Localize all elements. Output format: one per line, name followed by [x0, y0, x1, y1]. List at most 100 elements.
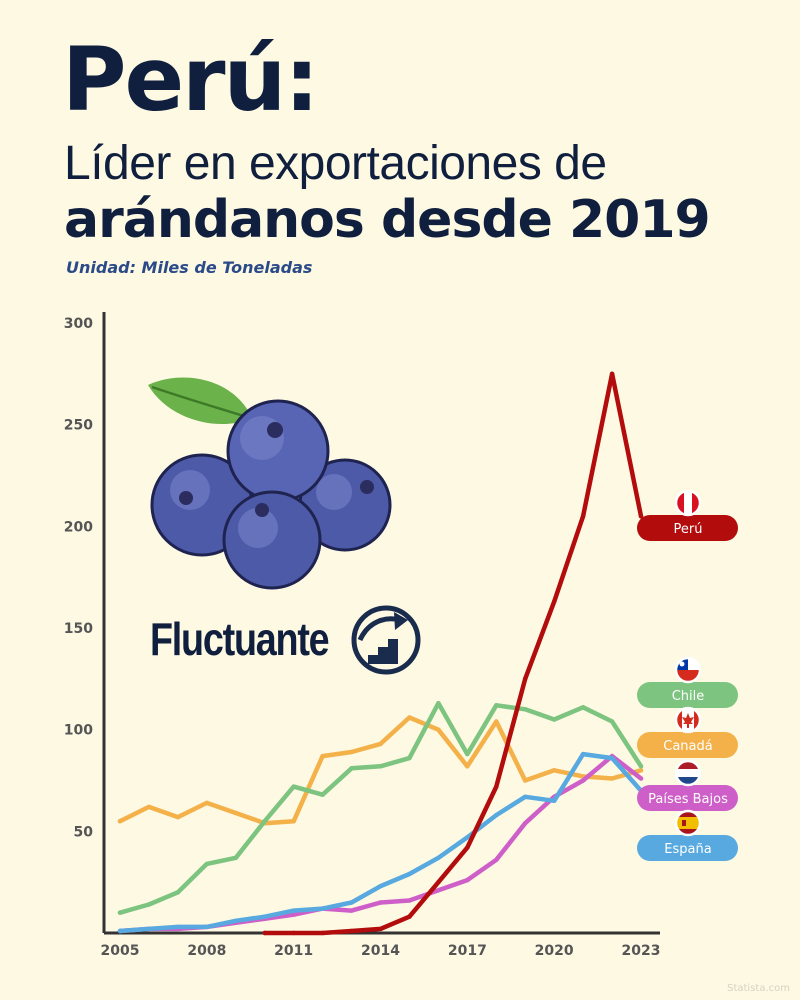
legend-pill: [637, 682, 738, 708]
data-point-canada: [146, 804, 152, 810]
data-point-canada: [291, 819, 296, 824]
legend-pill: [637, 785, 738, 811]
data-point-paises-bajos: [291, 912, 296, 917]
data-point-espana: [523, 794, 528, 799]
data-point-chile: [175, 890, 181, 895]
data-point-chile: [117, 910, 123, 915]
y-tick-label: 200: [64, 519, 93, 535]
legend-item-espana: España: [637, 809, 738, 861]
data-point-espana: [552, 798, 557, 803]
data-point-peru: [262, 930, 267, 936]
data-point-chile: [465, 751, 470, 757]
data-point-peru: [609, 371, 615, 376]
data-point-chile: [204, 861, 209, 867]
data-point-peru: [349, 928, 354, 934]
data-point-paises-bajos: [349, 908, 354, 913]
data-point-chile: [378, 764, 383, 769]
x-tick-label: 2017: [448, 943, 487, 959]
data-point-espana: [436, 855, 441, 860]
data-point-peru: [436, 880, 441, 885]
x-tick-label: 2005: [101, 943, 140, 959]
legend-pill: [637, 515, 738, 541]
legend-item-peru: Perú: [637, 489, 738, 541]
legend-label: España: [664, 842, 711, 857]
data-point-peru: [465, 845, 470, 850]
canada-flag-icon: [674, 706, 702, 734]
data-point-peru: [580, 514, 586, 519]
x-tick-label: 2014: [361, 943, 400, 959]
data-point-chile: [146, 902, 152, 907]
legend-item-chile: Chile: [637, 656, 738, 708]
fluctuating-badge: Fluctuante: [150, 613, 330, 665]
data-point-canada: [552, 768, 557, 773]
data-point-canada: [638, 768, 644, 773]
data-point-espana: [291, 908, 296, 913]
data-point-paises-bajos: [378, 900, 383, 905]
data-point-chile: [291, 784, 296, 789]
trend-arrow-icon: [351, 605, 421, 675]
data-point-canada: [320, 753, 325, 759]
x-tick-label: 2008: [187, 943, 226, 959]
data-point-espana: [204, 924, 209, 930]
data-point-chile: [320, 792, 325, 797]
legend-item-paises-bajos: Países Bajos: [637, 759, 738, 811]
legend-pill: [637, 835, 738, 861]
data-point-peru: [552, 599, 557, 604]
data-point-canada: [175, 814, 181, 820]
data-point-canada: [378, 741, 383, 747]
data-point-chile: [609, 719, 615, 724]
data-point-paises-bajos: [436, 888, 441, 893]
series-line-paises-bajos: [117, 753, 644, 934]
data-point-canada: [204, 800, 209, 806]
x-tick-label: 2020: [535, 943, 574, 959]
y-tick-label: 50: [74, 824, 94, 840]
x-tick-label: 2011: [274, 943, 313, 959]
legend-pill: [637, 732, 738, 758]
legend-item-canada: Canadá: [637, 706, 738, 758]
data-point-paises-bajos: [638, 776, 644, 781]
data-point-canada: [609, 776, 615, 781]
data-point-espana: [349, 900, 354, 905]
y-tick-label: 300: [64, 316, 93, 332]
data-point-canada: [407, 715, 412, 720]
series-line-peru: [262, 371, 644, 936]
y-tick-label: 150: [64, 621, 93, 637]
spain-flag-icon: [674, 809, 702, 837]
data-point-paises-bajos: [494, 857, 499, 862]
data-point-espana: [465, 835, 470, 840]
data-point-canada: [465, 764, 470, 769]
data-point-chile: [262, 819, 267, 824]
peru-flag-icon: [674, 489, 702, 517]
x-tick-label: 2023: [622, 943, 661, 959]
chile-flag-icon: [674, 656, 702, 684]
legend-label: Chile: [672, 689, 705, 704]
data-point-canada: [233, 810, 238, 816]
data-point-espana: [378, 884, 383, 889]
netherlands-flag-icon: [674, 759, 702, 787]
legend-label: Países Bajos: [648, 792, 728, 807]
data-point-peru: [378, 926, 383, 932]
y-tick-label: 100: [64, 723, 93, 739]
y-tick-label: 250: [64, 418, 93, 434]
data-point-chile: [349, 766, 354, 771]
blueberry-illustration: [148, 377, 392, 590]
data-point-espana: [262, 914, 267, 919]
data-point-peru: [494, 784, 499, 789]
data-point-chile: [580, 705, 586, 710]
data-point-espana: [233, 918, 238, 923]
data-point-chile: [233, 855, 238, 860]
data-point-espana: [146, 926, 152, 932]
data-point-chile: [494, 703, 499, 708]
data-point-peru: [407, 914, 412, 919]
page-subtitle: Líder en exportaciones de: [64, 137, 607, 190]
data-point-paises-bajos: [465, 877, 470, 883]
data-point-chile: [552, 717, 557, 722]
data-point-peru: [523, 676, 528, 681]
data-point-canada: [117, 819, 123, 824]
series-line-canada: [117, 715, 644, 826]
data-point-canada: [523, 778, 528, 783]
data-point-paises-bajos: [523, 821, 528, 826]
data-point-peru: [291, 930, 296, 936]
data-point-chile: [436, 701, 441, 706]
